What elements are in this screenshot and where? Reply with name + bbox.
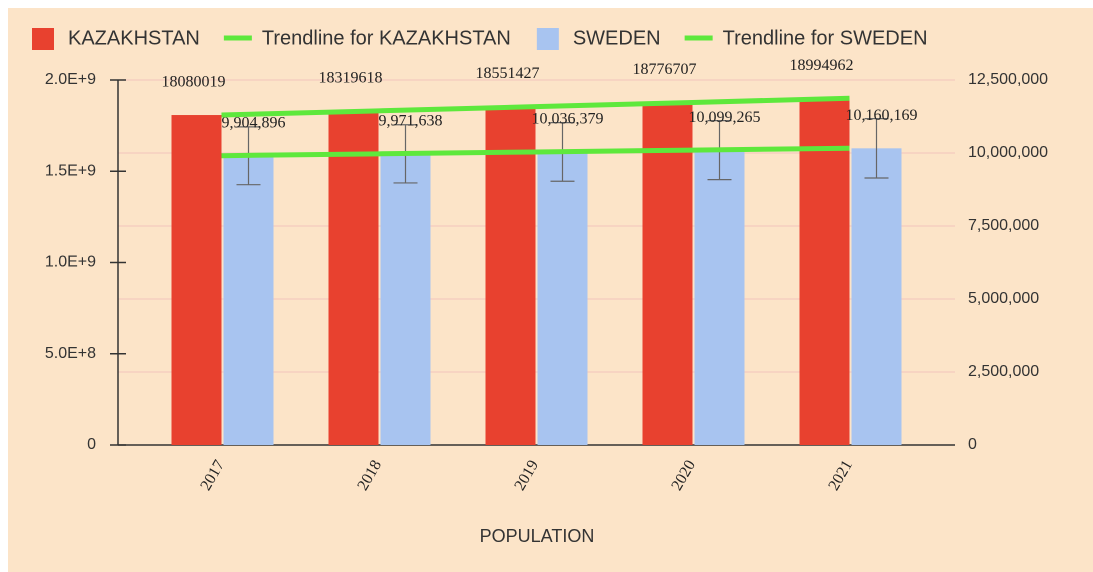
bar: [799, 98, 850, 445]
trendline: [221, 145, 850, 159]
legend-label: SWEDEN: [573, 27, 661, 49]
bar: [694, 150, 745, 446]
y2-tick-label: 10,000,000: [968, 144, 1048, 161]
trendline: [221, 95, 850, 118]
data-label: 10,099,265: [689, 109, 761, 126]
bar: [223, 155, 274, 445]
data-label: 9,971,638: [379, 113, 443, 130]
bar: [485, 106, 536, 445]
y2-tick-label: 2,500,000: [968, 363, 1039, 380]
data-label: 10,160,169: [846, 107, 918, 124]
data-label: 18080019: [162, 74, 226, 91]
legend-swatch: [536, 28, 559, 50]
y-tick-label: 5.0E+8: [45, 345, 96, 362]
y-tick-label: 2.0E+9: [45, 71, 96, 88]
y2-tick-label: 5,000,000: [968, 290, 1039, 307]
data-label: 18776707: [633, 61, 697, 78]
x-axis-title: POPULATION: [480, 526, 595, 546]
legend-label: Trendline for KAZAKHSTAN: [262, 27, 511, 49]
bar: [851, 148, 902, 445]
y2-tick-label: 0: [968, 436, 977, 453]
legend-label: Trendline for SWEDEN: [723, 27, 928, 49]
data-label: 18994962: [790, 57, 854, 74]
legend-swatch: [32, 28, 54, 50]
y2-tick-label: 12,500,000: [968, 71, 1048, 88]
bar: [642, 102, 693, 445]
bar: [380, 153, 431, 445]
y-tick-label: 0: [87, 436, 96, 453]
legend-label: KAZAKHSTAN: [68, 27, 200, 49]
y-tick-label: 1.5E+9: [45, 162, 96, 179]
y-tick-label: 1.0E+9: [45, 254, 96, 271]
bar: [537, 151, 588, 445]
bar: [328, 110, 379, 446]
bar: [171, 115, 222, 446]
data-label: 18319618: [319, 69, 383, 86]
y2-tick-label: 7,500,000: [968, 217, 1039, 234]
data-label: 18551427: [476, 65, 540, 82]
data-label: 10,036,379: [532, 111, 604, 128]
data-label: 9,904,896: [222, 114, 286, 131]
